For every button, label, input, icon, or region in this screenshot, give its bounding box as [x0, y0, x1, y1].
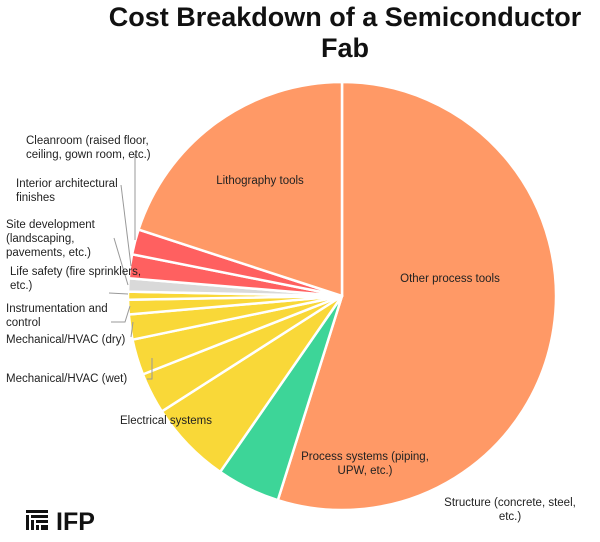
slice-label: Mechanical/HVAC (dry): [6, 334, 126, 346]
slice-label: Interior architectural finishes: [16, 178, 118, 204]
pie-slice: [276, 80, 558, 512]
slice-label: Structure (concrete, steel, etc.): [444, 497, 576, 523]
slice-label: Other process tools: [400, 273, 500, 285]
leader-line: [108, 292, 129, 295]
leader-line: [111, 305, 131, 323]
pie-slice: [137, 80, 344, 298]
logo-text: IFP: [56, 508, 95, 532]
slice-label: Process systems (piping, UPW, etc.): [301, 451, 429, 477]
slice-label: Site development (landscaping, pavements…: [6, 219, 95, 259]
leader-line: [147, 358, 153, 380]
slice-label: Lithography tools: [216, 175, 304, 187]
slice-label: Instrumentation and control: [6, 303, 108, 329]
ifp-logo: IFP: [26, 508, 116, 537]
slice-label: Electrical systems: [120, 415, 213, 427]
slice-label: Cleanroom (raised floor, ceiling, gown r…: [26, 135, 151, 161]
leader-line: [120, 184, 132, 267]
slice-label: Life safety (fire sprinklers, etc.): [10, 266, 142, 292]
leader-line: [130, 321, 134, 338]
leader-line: [113, 237, 129, 286]
chart-title: Cost Breakdown of a Semiconductor Fab: [108, 2, 582, 63]
slice-label: Mechanical/HVAC (wet): [6, 373, 128, 385]
